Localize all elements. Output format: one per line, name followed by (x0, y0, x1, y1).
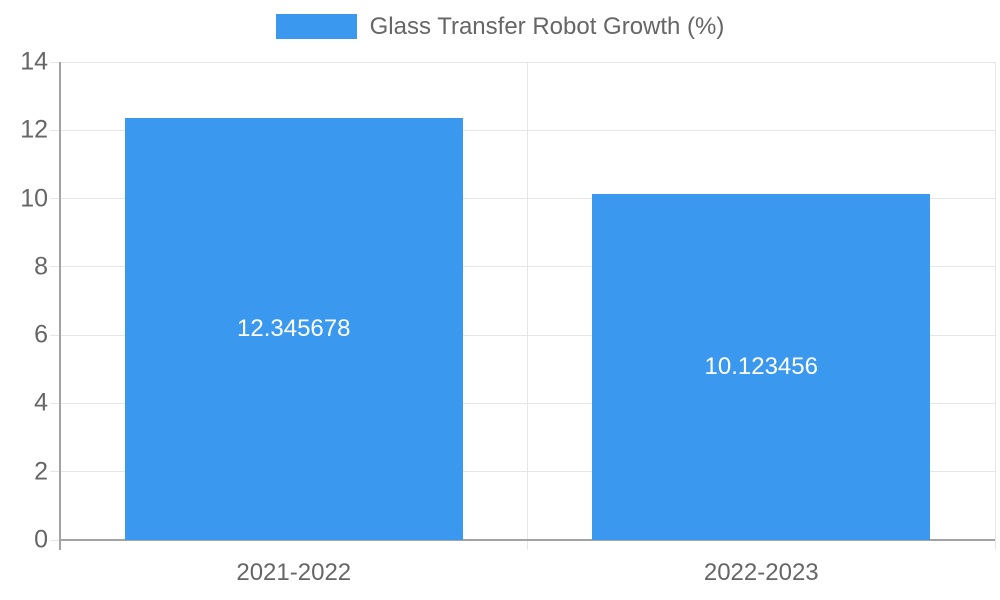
y-tick-mark (50, 471, 60, 473)
y-tick-mark (50, 334, 60, 336)
y-tick-label: 14 (20, 47, 48, 76)
legend[interactable]: Glass Transfer Robot Growth (%) (0, 14, 1000, 39)
y-tick-label: 2 (34, 457, 48, 486)
y-tick-label: 8 (34, 252, 48, 281)
y-tick-label: 10 (20, 184, 48, 213)
y-tick-label: 0 (34, 525, 48, 554)
x-tick-mark (994, 540, 996, 550)
y-tick-mark (50, 129, 60, 131)
y-tick-label: 4 (34, 388, 48, 417)
y-tick-label: 12 (20, 115, 48, 144)
x-axis-label: 2021-2022 (236, 559, 352, 586)
x-axis-line (60, 539, 995, 541)
legend-swatch-icon (275, 14, 357, 39)
plot-area: 12.345678 10.123456 (50, 61, 996, 550)
y-tick-mark (50, 539, 60, 541)
y-axis-line (59, 62, 61, 550)
x-tick-mark (527, 540, 528, 550)
y-tick-mark (50, 198, 60, 200)
y-tick-mark (50, 61, 60, 63)
y-tick-mark (50, 402, 60, 404)
x-axis-label: 2022-2023 (703, 559, 819, 586)
plot-right-border (994, 62, 996, 540)
y-tick-mark (50, 266, 60, 268)
bar-value-label: 10.123456 (704, 353, 818, 381)
bar-2022-2023 (592, 194, 931, 540)
bar-2021-2022 (124, 118, 463, 540)
y-tick-label: 6 (34, 320, 48, 349)
bar-value-label: 12.345678 (237, 315, 351, 343)
gridline-category-divider (527, 62, 528, 540)
legend-label: Glass Transfer Robot Growth (%) (369, 13, 725, 40)
